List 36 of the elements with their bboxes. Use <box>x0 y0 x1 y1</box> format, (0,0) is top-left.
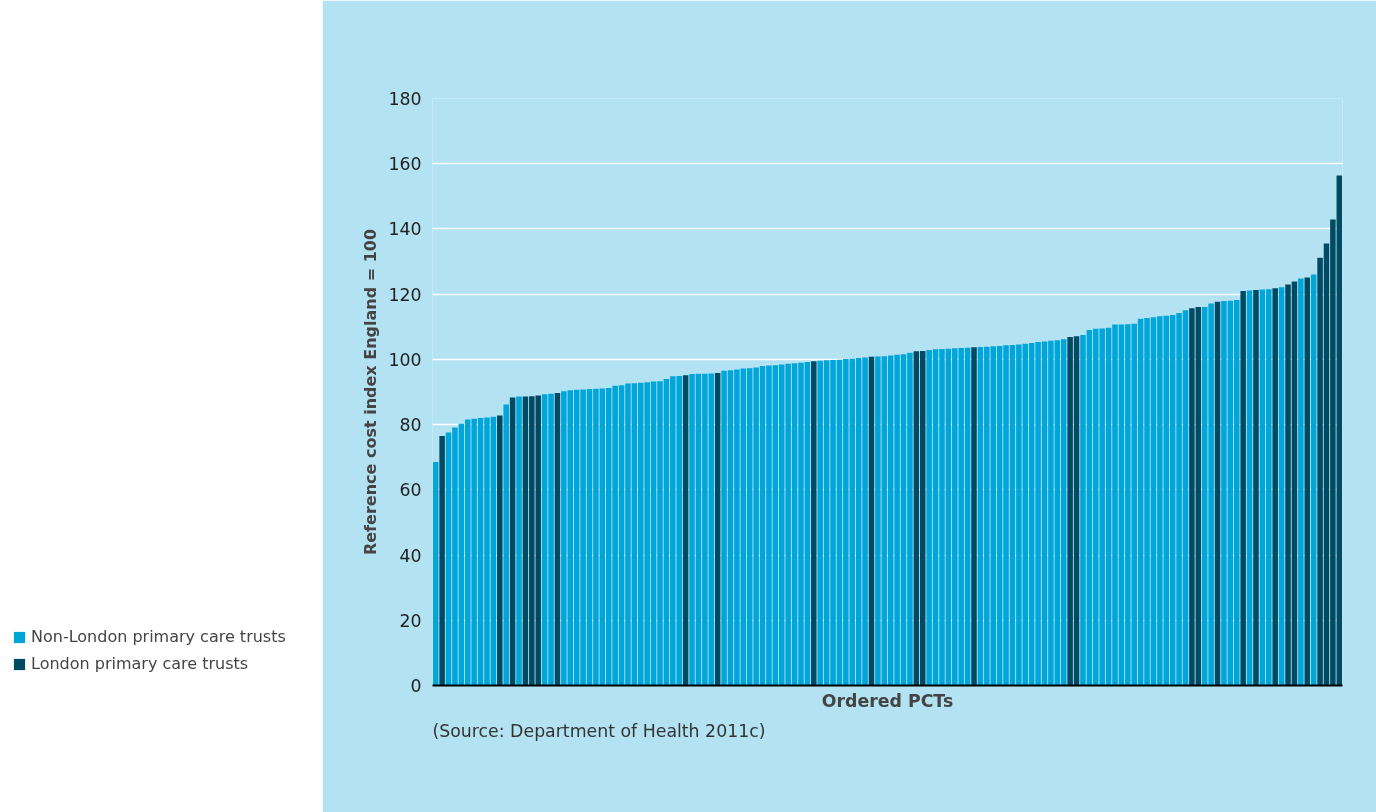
bar <box>1246 290 1253 686</box>
bar <box>1278 287 1285 686</box>
y-tick-label: 180 <box>388 89 422 109</box>
bar <box>868 356 875 686</box>
bar <box>432 462 439 686</box>
y-tick-label: 120 <box>388 284 422 305</box>
legend-label: Non-London primary care trusts <box>31 627 286 646</box>
y-tick-label: 20 <box>399 610 422 631</box>
bar <box>503 404 509 686</box>
y-tick-label: 60 <box>399 480 422 501</box>
bar <box>554 392 561 686</box>
y-axis-title: Reference cost index England = 100 <box>361 228 381 556</box>
bar <box>1253 289 1259 686</box>
x-axis-title: Ordered PCTs <box>821 690 954 711</box>
bar <box>1310 274 1317 686</box>
bar <box>811 361 817 686</box>
bar <box>1272 288 1278 686</box>
bar <box>971 347 977 686</box>
bar <box>1240 290 1246 686</box>
legend-label: London primary care trusts <box>31 654 249 673</box>
bar <box>1298 278 1304 686</box>
bar <box>682 375 689 686</box>
y-tick-label: 160 <box>388 154 422 175</box>
y-tick-label: 100 <box>388 349 422 370</box>
bar <box>1214 301 1221 686</box>
bar <box>1304 277 1311 686</box>
bar <box>509 397 516 686</box>
bar <box>714 373 721 686</box>
y-tick-label: 80 <box>399 415 422 436</box>
y-tick-label: 140 <box>388 219 422 240</box>
y-tick-label: 40 <box>399 545 422 566</box>
bar <box>516 396 522 686</box>
bar <box>439 436 445 686</box>
bar <box>497 415 503 686</box>
text: (Source: Department of Health 2011c) <box>432 720 766 741</box>
y-tick-label: 0 <box>410 676 422 696</box>
